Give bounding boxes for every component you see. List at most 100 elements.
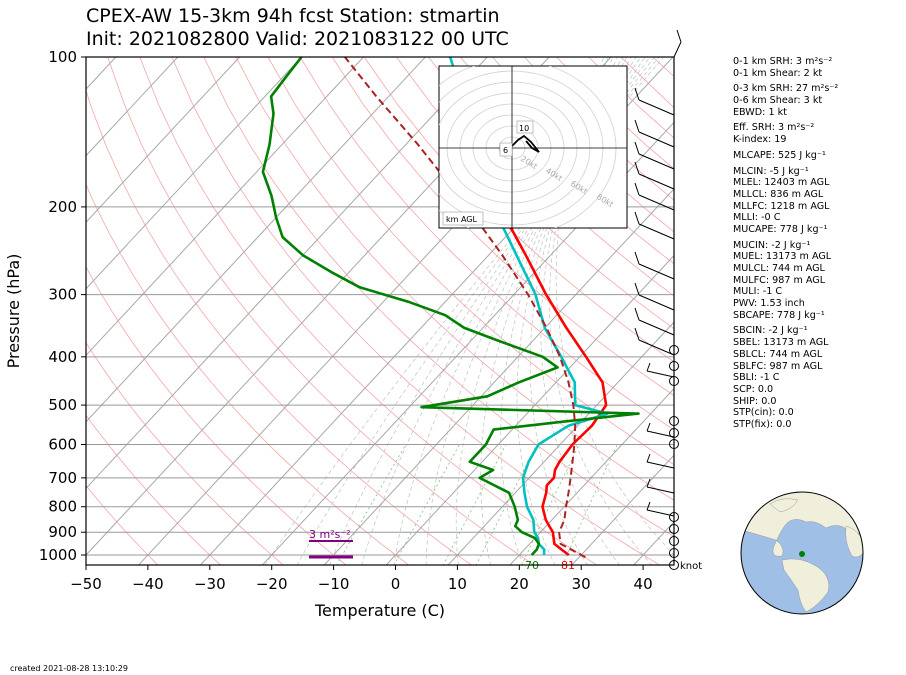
isotherm — [86, 57, 179, 157]
wind-barb — [646, 501, 675, 517]
y-tick-label: 900 — [48, 523, 77, 541]
stats-line: MLLFC: 1218 m AGL — [733, 200, 830, 212]
dry-adiabat — [460, 57, 674, 265]
dry-adiabat — [86, 89, 473, 565]
mixing-ratio-line — [336, 444, 407, 565]
stats-line: STP(fix): 0.0 — [733, 418, 792, 430]
y-tick-label: 400 — [48, 348, 77, 366]
wind-barb — [634, 327, 675, 356]
wind-barb — [634, 161, 675, 190]
y-axis-ticks: 100 200 300 400 500 600 700 800 900 1000 — [39, 48, 86, 564]
stats-line: SBEL: 13173 m AGL — [733, 337, 829, 349]
moist-adiabat — [264, 57, 664, 565]
hodo-point-label: 6 — [503, 146, 508, 155]
calm-wind-circle — [669, 560, 679, 570]
y-tick-label: 800 — [48, 498, 77, 516]
x-tick-label: −40 — [132, 575, 164, 593]
x-axis-ticks: −50 −40 −30 −20 −10 0 10 20 30 40 — [70, 565, 653, 593]
srh-indicator: 3 m²s⁻² — [309, 528, 353, 559]
stats-line: MLLI: -0 C — [733, 212, 781, 224]
wind-barb — [646, 362, 675, 378]
wind-barb — [634, 87, 675, 116]
moist-adiabat — [425, 57, 641, 565]
mixing-ratio-line — [393, 444, 460, 565]
stats-line: 0-3 km SRH: 27 m²s⁻² — [733, 83, 839, 95]
calm-wind-circle — [669, 416, 679, 426]
isotherm — [509, 387, 674, 565]
plot-frame — [85, 56, 675, 566]
isotherm — [86, 57, 302, 290]
wind-units-label: knot — [680, 561, 702, 572]
y-tick-label: 300 — [48, 286, 77, 304]
stats-line: SBCIN: -2 J kg⁻¹ — [733, 325, 808, 337]
y-tick-label: 1000 — [39, 546, 77, 564]
stats-line: 0-1 km Shear: 2 kt — [733, 67, 823, 79]
wind-barb — [634, 282, 675, 311]
y-tick-label: 600 — [48, 436, 77, 454]
x-tick-label: 0 — [391, 575, 401, 593]
stats-line: MUCAPE: 778 J kg⁻¹ — [733, 223, 828, 235]
y-tick-label: 700 — [48, 469, 77, 487]
calm-wind-circle — [669, 512, 679, 522]
stats-line: 0-1 km SRH: 3 m²s⁻² — [733, 56, 833, 67]
calm-wind-circle — [669, 428, 679, 438]
y-axis-label: Pressure (hPa) — [4, 254, 23, 369]
x-tick-label: 10 — [448, 575, 467, 593]
dry-adiabat — [86, 342, 284, 565]
dewpoint-line — [261, 57, 640, 556]
x-tick-label: 40 — [634, 575, 653, 593]
calm-wind-circle — [669, 345, 679, 355]
calm-wind-circle — [669, 361, 679, 371]
stats-line: SBLCL: 744 m AGL — [733, 348, 823, 360]
isotherm — [86, 57, 241, 223]
stats-line: SBLI: -1 C — [733, 372, 780, 384]
calm-wind-circle — [669, 524, 679, 534]
stats-line: MLLCL: 836 m AGL — [733, 188, 824, 200]
stats-line: MULI: -1 C — [733, 286, 783, 298]
created-timestamp: created 2021-08-28 13:10:29 — [10, 664, 128, 673]
moist-adiabat — [549, 57, 653, 565]
stats-line: MUCIN: -2 J kg⁻¹ — [733, 239, 811, 251]
dry-adiabat — [86, 484, 159, 565]
moist-adiabat — [540, 57, 620, 565]
x-tick-label: −50 — [70, 575, 102, 593]
stats-line: STP(cin): 0.0 — [733, 407, 794, 419]
dry-adiabat — [235, 57, 674, 501]
stats-line: SCP: 0.0 — [733, 383, 774, 395]
wind-barb — [646, 422, 675, 438]
stats-line: K-index: 19 — [733, 134, 787, 146]
dry-adiabat — [395, 57, 674, 330]
moist-adiabat — [529, 57, 618, 565]
moist-adiabat — [516, 57, 623, 565]
calm-wind-circle — [669, 536, 679, 546]
x-tick-label: −30 — [194, 575, 226, 593]
x-tick-label: −20 — [256, 575, 288, 593]
thermo-background-lines — [86, 57, 674, 565]
y-tick-label: 100 — [48, 48, 77, 66]
moist-adiabat — [500, 57, 628, 565]
virtual_temperature-line — [448, 57, 609, 556]
isotherm — [86, 57, 364, 357]
srh-label: 3 m²s⁻² — [309, 528, 351, 541]
stats-line: SHIP: 0.0 — [733, 395, 777, 407]
wind-barb — [673, 29, 682, 58]
stats-line: SBCAPE: 778 J kg⁻¹ — [733, 309, 825, 321]
stats-line: MLCIN: -5 J kg⁻¹ — [733, 165, 809, 177]
temperature-line — [498, 206, 608, 557]
y-tick-label: 500 — [48, 396, 77, 414]
wind-barbs — [634, 29, 682, 570]
isotherm — [385, 254, 674, 565]
x-tick-label: 20 — [510, 575, 529, 593]
dry-adiabat — [299, 57, 674, 431]
stats-line: MULFC: 987 m AGL — [733, 274, 826, 286]
dry-adiabat — [86, 414, 222, 565]
stats-line: MULCL: 744 m AGL — [733, 263, 825, 274]
isotherm — [447, 321, 674, 565]
stats-line: SBLFC: 987 m AGL — [733, 360, 823, 372]
x-axis-label: Temperature (C) — [314, 601, 445, 620]
stats-line: PWV: 1.53 inch — [733, 298, 805, 310]
stats-line: EBWD: 1 kt — [733, 106, 787, 118]
isotherm — [323, 188, 674, 565]
location-globe — [740, 491, 864, 615]
